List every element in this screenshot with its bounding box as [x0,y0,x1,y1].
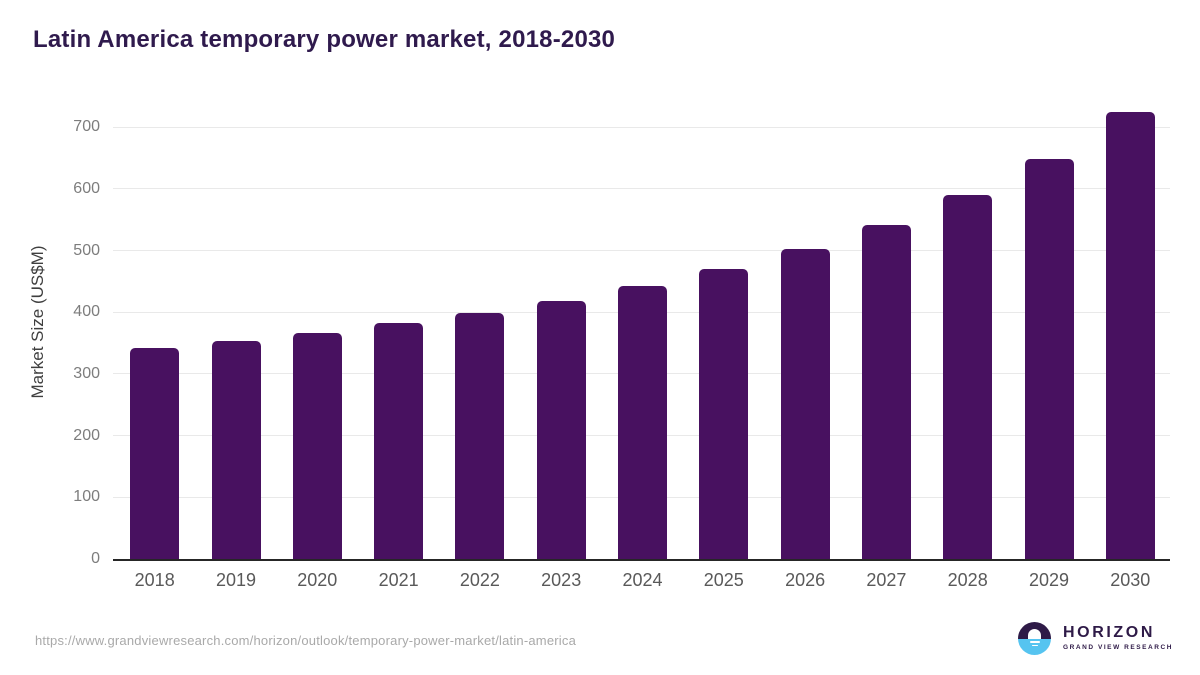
gridline-700 [113,126,1170,128]
bar-2030 [1105,111,1155,559]
x-tick-2028: 2028 [947,570,988,590]
x-tick-2021: 2021 [378,570,419,590]
x-tick-2030: 2030 [1110,570,1151,590]
y-tick-500: 500 [73,241,100,259]
x-tick-2026: 2026 [785,570,826,590]
x-tick-2024: 2024 [622,570,663,590]
y-tick-100: 100 [73,488,100,506]
y-tick-600: 600 [73,179,100,197]
logo-reflection-dash [1031,644,1038,646]
x-tick-2022: 2022 [459,570,500,590]
bar-2019 [211,340,261,559]
logo-sea-half [1018,638,1051,655]
bar-2025 [699,269,749,559]
bar-2023 [536,301,586,559]
bar-2020 [292,332,342,559]
bar-2022 [455,313,505,559]
x-tick-2023: 2023 [541,570,582,590]
y-tick-300: 300 [73,364,100,382]
x-tick-2018: 2018 [134,570,175,590]
plot-area [113,94,1170,561]
x-tick-2029: 2029 [1028,570,1070,590]
x-tick-2025: 2025 [703,570,744,590]
gridline-600 [113,188,1170,190]
bar-2018 [130,348,180,559]
bar-2027 [861,224,911,559]
source-url: https://www.grandviewresearch.com/horizo… [35,633,577,648]
y-tick-400: 400 [73,303,100,321]
x-tick-2020: 2020 [297,570,338,590]
x-tick-2027: 2027 [866,570,907,590]
horizon-sun-icon [1018,622,1051,655]
chart-title: Latin America temporary power market, 20… [33,26,616,53]
logo-subbrand-text: GRAND VIEW RESEARCH [1063,644,1173,651]
logo-wordmark: HORIZON GRAND VIEW RESEARCH [1063,622,1173,652]
x-axis-line [113,559,1170,561]
logo-sun-shape [1028,628,1041,639]
logo-brand-text: HORIZON [1063,624,1155,641]
horizon-logo: HORIZON GRAND VIEW RESEARCH [1018,622,1173,655]
bar-2029 [1024,159,1074,559]
bar-2024 [618,286,667,559]
bar-2026 [780,248,830,559]
y-tick-700: 700 [73,118,100,136]
gridline-500 [113,250,1170,251]
x-tick-2019: 2019 [215,570,257,590]
logo-reflection-dash [1029,640,1040,643]
y-tick-200: 200 [73,426,100,444]
bar-2021 [374,323,424,559]
y-tick-0: 0 [91,550,100,567]
bar-2028 [943,195,993,559]
